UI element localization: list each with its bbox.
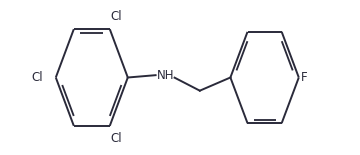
Text: NH: NH	[157, 69, 174, 82]
Text: Cl: Cl	[111, 132, 122, 145]
Text: Cl: Cl	[32, 71, 44, 84]
Text: F: F	[301, 71, 307, 84]
Text: Cl: Cl	[111, 10, 122, 23]
